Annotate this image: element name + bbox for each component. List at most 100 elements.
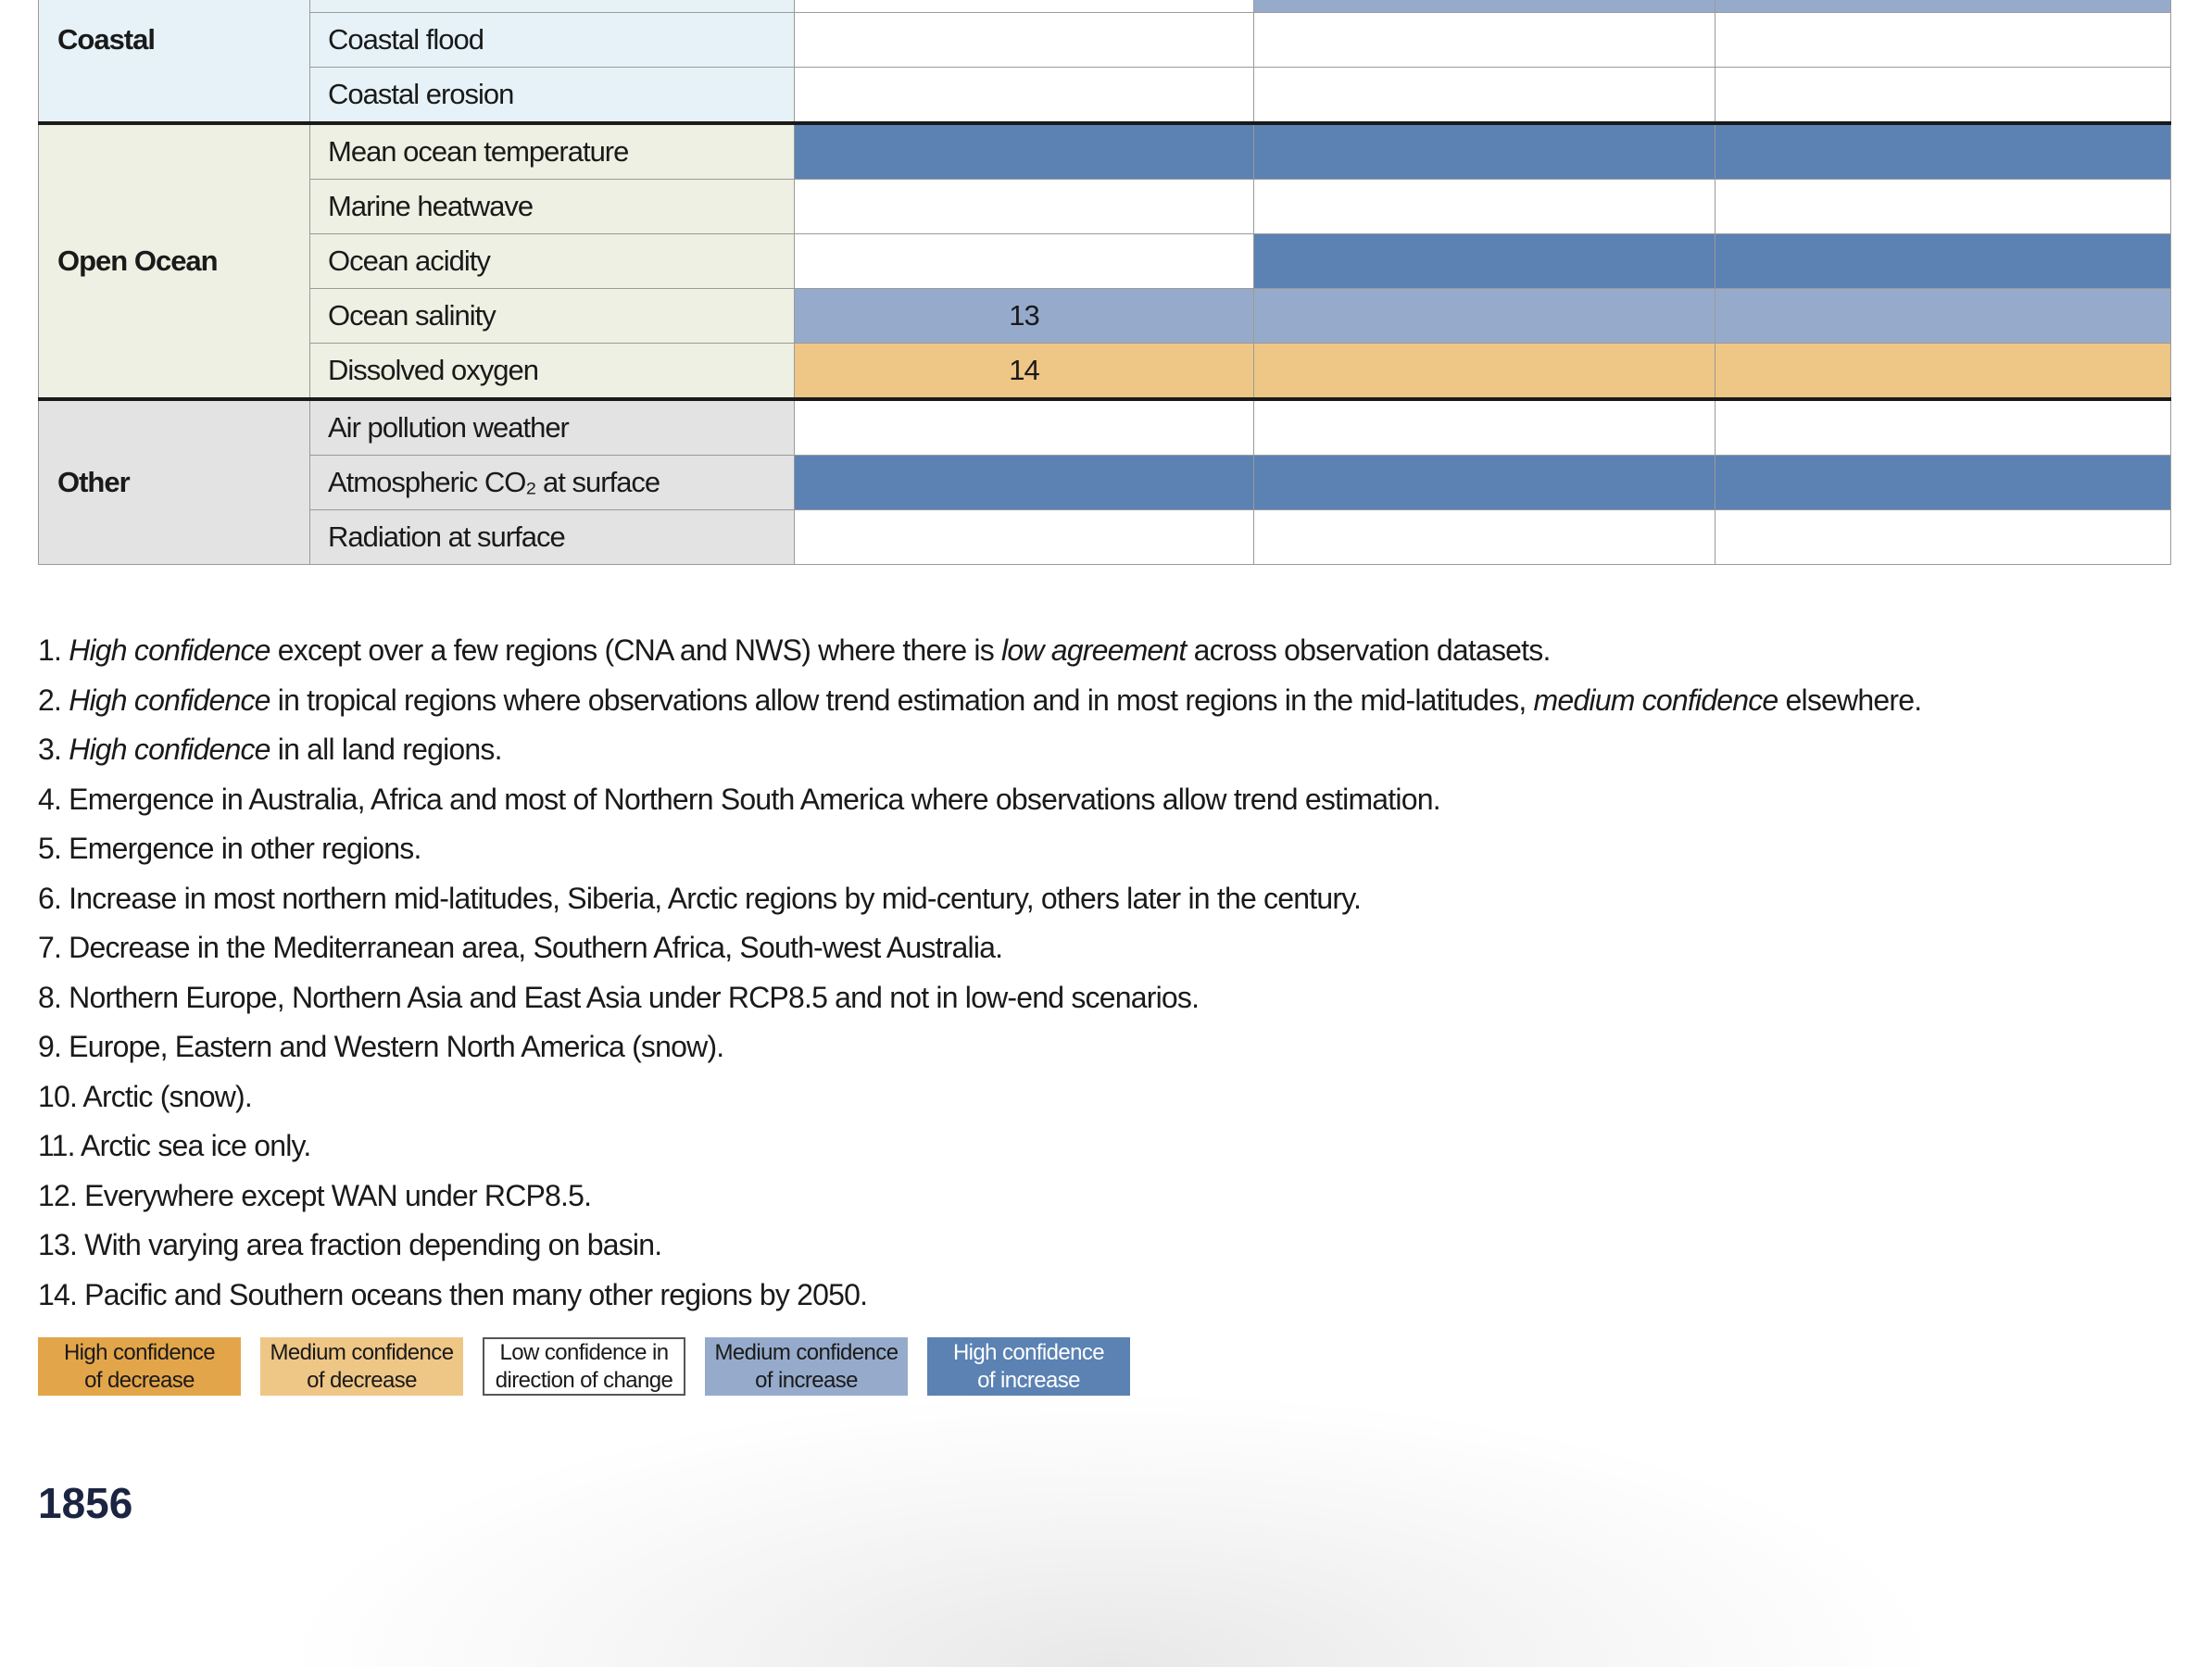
confidence-cell — [1253, 455, 1716, 510]
footnote: 12. Everywhere except WAN under RCP8.5. — [38, 1172, 1921, 1222]
confidence-cell — [1253, 0, 1716, 13]
table-row: Open Ocean Mean ocean temperature — [38, 121, 2171, 400]
footnote-text: 9. Europe, Eastern and Western North Ame… — [38, 1030, 724, 1063]
confidence-cell — [794, 179, 1254, 234]
footnote: 6. Increase in most northern mid-latitud… — [38, 874, 1921, 924]
confidence-cell — [794, 397, 1254, 456]
legend-item-high-dec: High confidence of decrease — [38, 1337, 241, 1396]
footnote-text: elsewhere. — [1778, 683, 1923, 717]
confidence-cell — [794, 67, 1254, 124]
confidence-cell — [794, 233, 1254, 289]
legend-label: of increase — [755, 1367, 858, 1393]
footnote-text: 2. — [38, 683, 69, 717]
table-row: Coastal erosion — [39, 67, 2171, 124]
variable-name: Mean ocean temperature — [309, 121, 795, 180]
legend-label: Medium confidence — [270, 1339, 455, 1365]
confidence-cell — [1715, 233, 2171, 289]
confidence-cell — [1253, 343, 1716, 400]
page-shadow — [278, 1389, 1945, 1667]
legend-item-low: Low confidence in direction of change — [483, 1337, 685, 1396]
legend-item-med-dec: Medium confidence of decrease — [260, 1337, 463, 1396]
variable-name: Atmospheric CO₂ at surface — [309, 455, 795, 510]
category-cell: Coastal — [38, 0, 310, 124]
confidence-cell — [1253, 179, 1716, 234]
confidence-cell — [794, 509, 1254, 565]
confidence-cell — [1253, 509, 1716, 565]
confidence-cell — [1253, 397, 1716, 456]
legend-label: Medium confidence — [714, 1339, 899, 1365]
page-number: 1856 — [38, 1479, 133, 1527]
confidence-cell — [1253, 121, 1716, 180]
confidence-cell — [1253, 233, 1716, 289]
footnote-text: High confidence — [69, 633, 270, 667]
footnote-text: 10. Arctic (snow). — [38, 1079, 253, 1113]
confidence-cell — [1715, 121, 2171, 180]
footnote: 4. Emergence in Australia, Africa and mo… — [38, 775, 1921, 825]
variable-name: Dissolved oxygen — [309, 343, 795, 400]
footnote: 2. High confidence in tropical regions w… — [38, 676, 1923, 726]
table-row: Ocean salinity 13 — [39, 288, 2171, 344]
footnote-text: medium confidence — [1533, 683, 1779, 717]
variable-name: Coastal erosion — [309, 67, 795, 124]
footnote: 5. Emergence in other regions. — [38, 824, 1921, 874]
footnote-text: 11. Arctic sea ice only. — [38, 1129, 311, 1162]
footnote-text: 5. Emergence in other regions. — [38, 832, 421, 865]
variable-name: Coastal flood — [309, 12, 795, 68]
variable-name: Radiation at surface — [309, 509, 795, 565]
variable-name: Ocean salinity — [309, 288, 795, 344]
variable-name: Ocean acidity — [309, 233, 795, 289]
footnote-text: except over a few regions (CNA and NWS) … — [270, 633, 1002, 667]
confidence-cell — [1715, 179, 2171, 234]
confidence-cell — [1715, 67, 2171, 124]
table-row: Ocean acidity — [39, 233, 2171, 289]
confidence-cell — [1715, 509, 2171, 565]
legend-label: Low confidence in — [499, 1339, 670, 1365]
footnote: 10. Arctic (snow). — [38, 1072, 1921, 1122]
confidence-cell — [1715, 288, 2171, 344]
legend: High confidence of decrease Medium confide… — [38, 1337, 1130, 1396]
footnote-text: 12. Everywhere except WAN under RCP8.5. — [38, 1178, 592, 1212]
footnote-text: 3. — [38, 733, 69, 766]
footnote: 13. With varying area fraction depending… — [38, 1221, 1921, 1271]
variable-name: Air pollution weather — [309, 397, 795, 456]
table-row: Other Air pollution weather — [38, 397, 2171, 565]
confidence-cell — [1715, 343, 2171, 400]
variable-name — [309, 0, 795, 13]
footnote-text: across observation datasets. — [1186, 633, 1552, 667]
confidence-cell — [1715, 455, 2171, 510]
footnote: 14. Pacific and Southern oceans then man… — [38, 1271, 1921, 1321]
legend-item-med-inc: Medium confidence of increase — [705, 1337, 908, 1396]
footnote-text: 8. Northern Europe, Northern Asia and Ea… — [38, 980, 1200, 1014]
footnote: 11. Arctic sea ice only. — [38, 1122, 1921, 1172]
legend-label: of decrease — [84, 1367, 195, 1393]
footnote-text: 4. Emergence in Australia, Africa and mo… — [38, 782, 1441, 816]
confidence-matrix: Coastal Coastal flood Coastal erosion Open … — [38, 0, 2171, 565]
table-row: Coastal — [38, 0, 2171, 124]
legend-item-high-inc: High confidence of increase — [927, 1337, 1130, 1396]
legend-label: of increase — [977, 1367, 1080, 1393]
confidence-cell — [794, 12, 1254, 68]
footnote-text: 13. With varying area fraction depending… — [38, 1228, 662, 1261]
table-row: Marine heatwave — [39, 179, 2171, 234]
footnote-text: 1. — [38, 633, 69, 667]
footnote: 9. Europe, Eastern and Western North Ame… — [38, 1022, 1921, 1072]
footnote: 3. High confidence in all land regions. — [38, 725, 1921, 775]
footnote-text: in all land regions. — [270, 733, 503, 766]
confidence-cell — [1715, 12, 2171, 68]
footnotes: 1. High confidence except over a few reg… — [38, 626, 1923, 1321]
confidence-cell — [794, 121, 1254, 180]
confidence-cell — [1253, 12, 1716, 68]
table-row: Atmospheric CO₂ at surface — [39, 455, 2171, 510]
confidence-cell — [1715, 397, 2171, 456]
confidence-cell — [794, 455, 1254, 510]
confidence-cell — [1715, 0, 2171, 13]
legend-label: direction of change — [495, 1367, 673, 1393]
footnote: 1. High confidence except over a few reg… — [38, 626, 1921, 676]
footnote: 8. Northern Europe, Northern Asia and Ea… — [38, 973, 1921, 1023]
footnote-text: High confidence — [69, 683, 270, 717]
confidence-cell: 13 — [794, 288, 1254, 344]
confidence-cell — [1253, 67, 1716, 124]
confidence-cell — [1253, 288, 1716, 344]
table-row: Coastal flood — [39, 12, 2171, 68]
legend-label: High confidence — [63, 1339, 216, 1365]
